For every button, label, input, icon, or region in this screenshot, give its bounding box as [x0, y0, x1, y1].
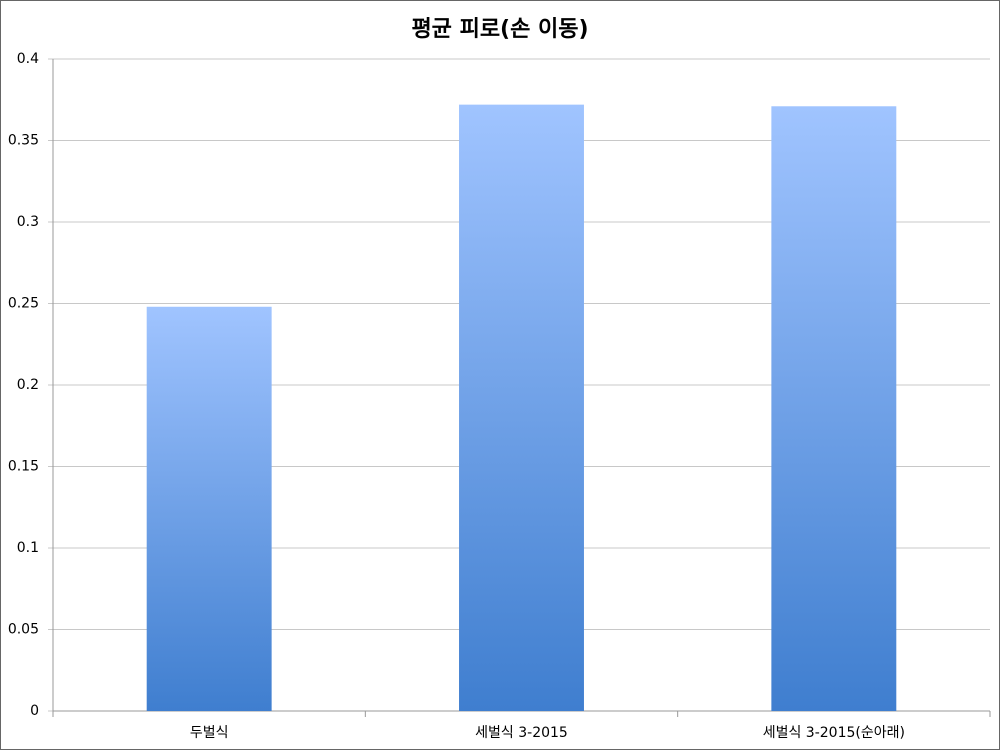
chart-title: 평균 피로(손 이동) — [411, 17, 588, 42]
y-tick-label: 0.3 — [17, 214, 39, 230]
y-tick-label: 0 — [30, 703, 39, 719]
y-tick-label: 0.05 — [8, 622, 39, 638]
bar — [459, 104, 584, 711]
y-tick-label: 0.1 — [17, 540, 39, 556]
y-tick-label: 0.2 — [17, 377, 39, 393]
x-tick-label: 세벌식 3-2015(순아래) — [763, 725, 905, 741]
y-tick-label: 0.4 — [17, 51, 39, 67]
bar — [771, 106, 897, 711]
y-tick-label: 0.25 — [8, 296, 39, 312]
bar — [146, 306, 272, 711]
y-tick-label: 0.35 — [8, 133, 39, 149]
y-tick-label: 0.15 — [8, 459, 39, 475]
x-tick-label: 두벌식 — [190, 725, 229, 741]
x-tick-label: 세벌식 3-2015 — [475, 725, 568, 741]
